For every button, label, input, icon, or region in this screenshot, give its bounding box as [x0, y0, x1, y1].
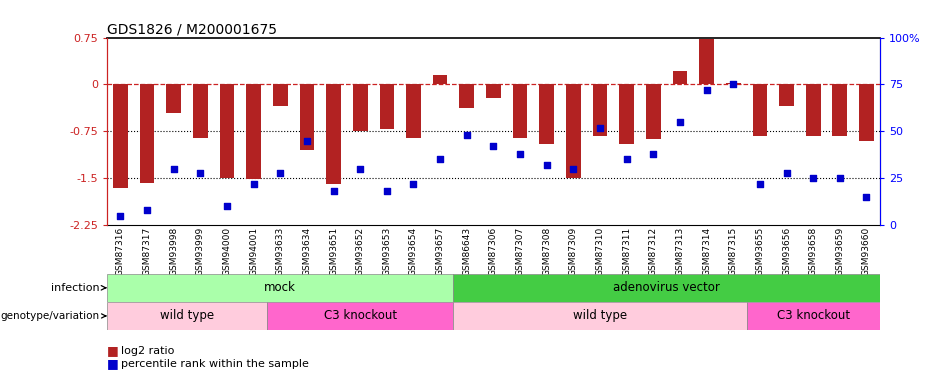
Point [406, 181, 421, 187]
Bar [107, 274, 453, 302]
Text: percentile rank within the sample: percentile rank within the sample [121, 359, 309, 369]
Bar [806, 84, 820, 136]
Point [300, 138, 315, 144]
Point [726, 81, 741, 87]
Bar [140, 84, 155, 183]
Bar [107, 302, 267, 330]
Bar [380, 84, 394, 129]
Text: wild type: wild type [160, 309, 214, 322]
Bar [460, 84, 474, 108]
Text: ■: ■ [107, 357, 119, 370]
Bar [619, 84, 634, 144]
Point [513, 151, 528, 157]
Point [167, 166, 182, 172]
Bar [859, 84, 874, 141]
Text: genotype/variation: genotype/variation [0, 311, 106, 321]
Point [326, 188, 341, 194]
Bar [726, 83, 740, 84]
Bar [486, 84, 501, 98]
Text: infection: infection [50, 283, 106, 293]
Point [805, 175, 820, 181]
Bar [326, 84, 341, 184]
Bar [193, 84, 208, 138]
Bar [353, 84, 368, 131]
Text: ■: ■ [107, 344, 119, 357]
Point [140, 207, 155, 213]
Text: C3 knockout: C3 knockout [324, 309, 397, 322]
Point [779, 170, 794, 176]
Point [699, 87, 714, 93]
Bar [113, 84, 128, 188]
Bar [247, 84, 261, 179]
Text: mock: mock [264, 281, 296, 294]
Bar [779, 84, 794, 106]
Point [672, 119, 687, 125]
Point [832, 175, 847, 181]
Point [592, 124, 607, 130]
Point [113, 213, 128, 219]
Text: GDS1826 / M200001675: GDS1826 / M200001675 [107, 22, 277, 36]
Bar [300, 84, 315, 150]
Point [433, 156, 448, 162]
Point [566, 166, 581, 172]
Point [246, 181, 261, 187]
Bar [406, 84, 421, 138]
Point [539, 162, 554, 168]
Bar [539, 84, 554, 144]
Bar [220, 84, 235, 178]
Point [619, 156, 634, 162]
Point [859, 194, 874, 200]
Text: log2 ratio: log2 ratio [121, 346, 174, 355]
Point [459, 132, 474, 138]
Bar [273, 84, 288, 106]
Bar [747, 302, 880, 330]
Bar [699, 39, 714, 84]
Bar [646, 84, 661, 140]
Point [646, 151, 661, 157]
Text: wild type: wild type [573, 309, 627, 322]
Bar [752, 84, 767, 136]
Point [193, 170, 208, 176]
Bar [566, 84, 581, 178]
Text: adenovirus vector: adenovirus vector [614, 281, 720, 294]
Bar [832, 84, 847, 136]
Bar [672, 70, 687, 84]
Bar [433, 75, 448, 84]
Point [380, 188, 395, 194]
Bar [453, 302, 747, 330]
Point [486, 143, 501, 149]
Point [353, 166, 368, 172]
Bar [593, 84, 607, 136]
Point [220, 203, 235, 209]
Point [273, 170, 288, 176]
Bar [267, 302, 453, 330]
Bar [513, 84, 527, 138]
Bar [167, 84, 181, 112]
Bar [453, 274, 880, 302]
Point [752, 181, 767, 187]
Text: C3 knockout: C3 knockout [776, 309, 850, 322]
